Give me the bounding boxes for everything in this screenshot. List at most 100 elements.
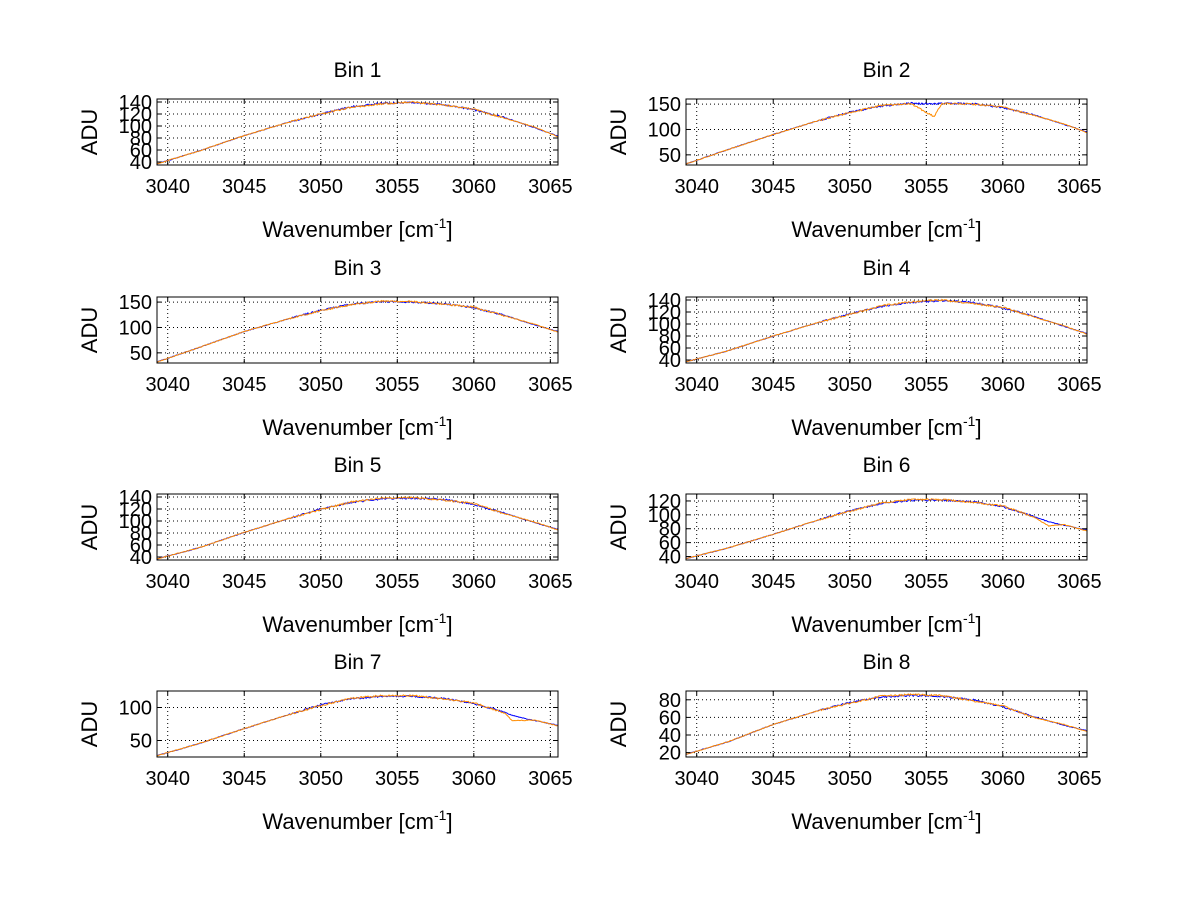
x-tick-label: 3055 (904, 768, 949, 790)
x-axis-label: Wavenumber [cm-1] (262, 215, 452, 242)
y-tick-label: 100 (119, 116, 152, 138)
x-tick-label: 3060 (452, 374, 497, 396)
plot-area (686, 99, 1087, 165)
x-tick-label: 3055 (375, 571, 420, 593)
axes-box (685, 493, 1088, 561)
x-tick-label: 3045 (751, 571, 796, 593)
x-tick-label: 3045 (222, 571, 267, 593)
y-tick-label: 140 (119, 92, 152, 114)
subplot-bin-3: 3040 3045 3050 3055 3060 3065 50 100 150 Bin 3 Wav… (77, 257, 573, 440)
subplot-bin-2: 3040 3045 3050 3055 3060 3065 50 100 150 Bin 2 Wav… (606, 59, 1102, 242)
y-tick-label: 60 (659, 707, 681, 729)
y-tick-label: 60 (130, 535, 152, 557)
x-tick-label: 3055 (375, 176, 420, 198)
x-tick-label: 3045 (222, 374, 267, 396)
y-tick-label: 150 (648, 94, 681, 116)
plot-area (686, 297, 1087, 363)
x-tick-label: 3060 (452, 176, 497, 198)
y-tick-label: 140 (648, 290, 681, 312)
x-tick-label: 3060 (981, 176, 1026, 198)
y-tick-label: 100 (648, 314, 681, 336)
x-tick-label: 3050 (299, 176, 344, 198)
subplot-title: Bin 8 (863, 651, 911, 674)
x-axis-label: Wavenumber [cm-1] (791, 807, 981, 834)
x-tick-label: 3050 (828, 768, 873, 790)
x-tick-label: 3060 (981, 571, 1026, 593)
x-tick-label: 3040 (674, 571, 719, 593)
x-tick-label: 3045 (751, 374, 796, 396)
subplot-title: Bin 6 (863, 454, 911, 477)
plot-area (157, 494, 558, 560)
x-tick-label: 3045 (751, 176, 796, 198)
x-axis-label: Wavenumber [cm-1] (791, 413, 981, 440)
series-line-2 (685, 498, 1088, 560)
x-tick-label: 3040 (145, 176, 190, 198)
y-axis-label: ADU (606, 307, 631, 353)
y-tick-label: 40 (659, 725, 681, 747)
y-tick-label: 40 (659, 350, 681, 372)
x-tick-label: 3060 (452, 768, 497, 790)
x-tick-label: 3065 (528, 571, 573, 593)
x-tick-label: 3040 (674, 176, 719, 198)
y-tick-label: 120 (648, 302, 681, 324)
y-tick-label: 80 (130, 523, 152, 545)
subplot-bin-7: 3040 3045 3050 3055 3060 3065 50 100 Bin 7 Wavenu… (77, 651, 573, 834)
x-tick-label: 3065 (528, 374, 573, 396)
plot-area (157, 691, 558, 757)
axes-box (685, 690, 1088, 758)
x-tick-label: 3050 (299, 374, 344, 396)
series-line-2 (685, 102, 1088, 165)
y-tick-label: 80 (659, 326, 681, 348)
plot-area (157, 99, 558, 165)
x-tick-label: 3060 (981, 374, 1026, 396)
x-tick-label: 3050 (299, 571, 344, 593)
x-tick-label: 3055 (904, 374, 949, 396)
subplot-title: Bin 5 (334, 454, 382, 477)
x-tick-label: 3050 (828, 374, 873, 396)
y-tick-label: 120 (119, 104, 152, 126)
x-tick-label: 3040 (674, 374, 719, 396)
y-tick-label: 100 (119, 698, 152, 720)
axes-box (685, 296, 1088, 364)
subplot-title: Bin 4 (863, 257, 911, 280)
y-tick-label: 50 (659, 145, 681, 167)
y-tick-label: 120 (119, 499, 152, 521)
y-tick-label: 80 (659, 519, 681, 541)
y-tick-label: 50 (130, 343, 152, 365)
y-tick-label: 150 (119, 292, 152, 314)
x-tick-label: 3045 (222, 176, 267, 198)
x-tick-label: 3060 (981, 768, 1026, 790)
x-tick-label: 3065 (528, 176, 573, 198)
x-tick-label: 3065 (1057, 768, 1102, 790)
y-axis-label: ADU (77, 701, 102, 747)
y-axis-label: ADU (606, 504, 631, 550)
x-tick-label: 3060 (452, 571, 497, 593)
x-tick-label: 3055 (375, 374, 420, 396)
y-tick-label: 40 (130, 547, 152, 569)
y-tick-label: 120 (648, 491, 681, 513)
x-tick-label: 3055 (904, 176, 949, 198)
x-tick-label: 3050 (828, 571, 873, 593)
axes-box (156, 690, 559, 758)
x-tick-label: 3065 (1057, 374, 1102, 396)
y-tick-label: 80 (130, 128, 152, 150)
series-line-2 (156, 693, 559, 757)
y-tick-label: 60 (659, 338, 681, 360)
y-tick-label: 20 (659, 743, 681, 765)
x-axis-label: Wavenumber [cm-1] (262, 807, 452, 834)
axes-box (685, 98, 1088, 166)
y-axis-label: ADU (77, 109, 102, 155)
y-tick-label: 60 (130, 140, 152, 162)
subplot-title: Bin 1 (334, 59, 382, 82)
x-axis-label: Wavenumber [cm-1] (791, 610, 981, 637)
plot-area (686, 494, 1087, 560)
x-tick-label: 3040 (674, 768, 719, 790)
x-tick-label: 3050 (299, 768, 344, 790)
y-tick-label: 100 (119, 511, 152, 533)
y-tick-label: 50 (130, 731, 152, 753)
